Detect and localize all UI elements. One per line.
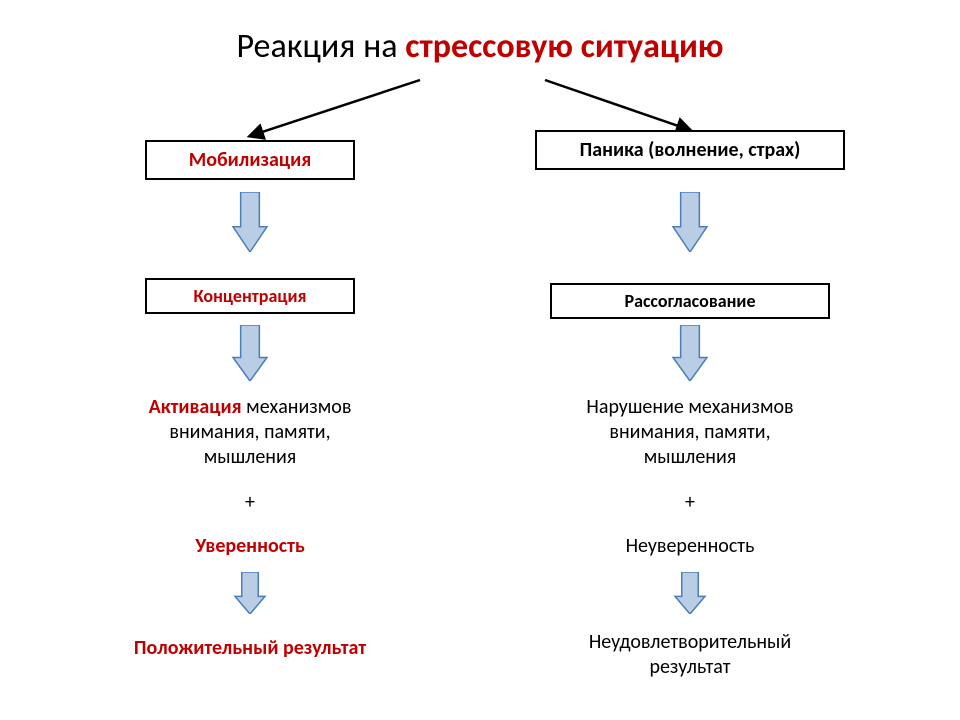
text-segment: Неудовлетворительный bbox=[589, 630, 791, 654]
tb-left-confidence: Уверенность bbox=[100, 534, 400, 559]
text-segment: результат bbox=[649, 655, 730, 679]
text-segment: внимания, памяти, bbox=[169, 420, 330, 444]
down-arrow-icon bbox=[660, 572, 720, 614]
title-highlight: стрессовую ситуацию bbox=[405, 26, 723, 67]
down-arrow-icon bbox=[216, 325, 284, 381]
box-mobilization: Мобилизация bbox=[145, 140, 355, 180]
down-arrow-icon bbox=[656, 325, 724, 381]
text-segment: механизмов bbox=[242, 395, 352, 419]
box-concentration-label: Концентрация bbox=[194, 285, 307, 307]
diverging-arrows bbox=[0, 0, 960, 720]
text-segment: внимания, памяти, bbox=[609, 420, 770, 444]
plus-sign: + bbox=[240, 490, 260, 514]
text-segment: Активация bbox=[149, 395, 242, 419]
tb-right-unconfidence: Неуверенность bbox=[540, 534, 840, 559]
title-prefix: Реакция на bbox=[236, 26, 405, 67]
tb-right-violation: Нарушение механизмоввнимания, памяти,мыш… bbox=[540, 395, 840, 470]
tb-right-result: Неудовлетворительныйрезультат bbox=[520, 630, 860, 680]
box-dissonance-label: Рассогласование bbox=[624, 290, 755, 312]
down-arrow-icon bbox=[216, 192, 284, 252]
box-concentration: Концентрация bbox=[145, 278, 355, 314]
down-arrow-icon bbox=[220, 572, 280, 614]
text-segment: мышления bbox=[644, 445, 737, 469]
box-panic-label: Паника (волнение, страх) bbox=[580, 138, 801, 162]
text-segment: Нарушение механизмов bbox=[586, 395, 793, 419]
text-segment: Положительный результат bbox=[134, 636, 366, 660]
tb-left-activation: Активация механизмоввнимания, памяти,мыш… bbox=[100, 395, 400, 470]
page-title: Реакция на стрессовую ситуацию bbox=[0, 26, 960, 67]
tb-left-result: Положительный результат bbox=[80, 636, 420, 661]
box-mobilization-label: Мобилизация bbox=[189, 148, 311, 172]
down-arrow-icon bbox=[656, 192, 724, 252]
box-dissonance: Рассогласование bbox=[550, 283, 830, 319]
plus-sign: + bbox=[680, 490, 700, 514]
text-segment: Неуверенность bbox=[626, 534, 755, 558]
text-segment: мышления bbox=[204, 445, 297, 469]
box-panic: Паника (волнение, страх) bbox=[535, 130, 845, 170]
text-segment: Уверенность bbox=[195, 534, 305, 558]
diagram-canvas: Реакция на стрессовую ситуацию Мобилизац… bbox=[0, 0, 960, 720]
